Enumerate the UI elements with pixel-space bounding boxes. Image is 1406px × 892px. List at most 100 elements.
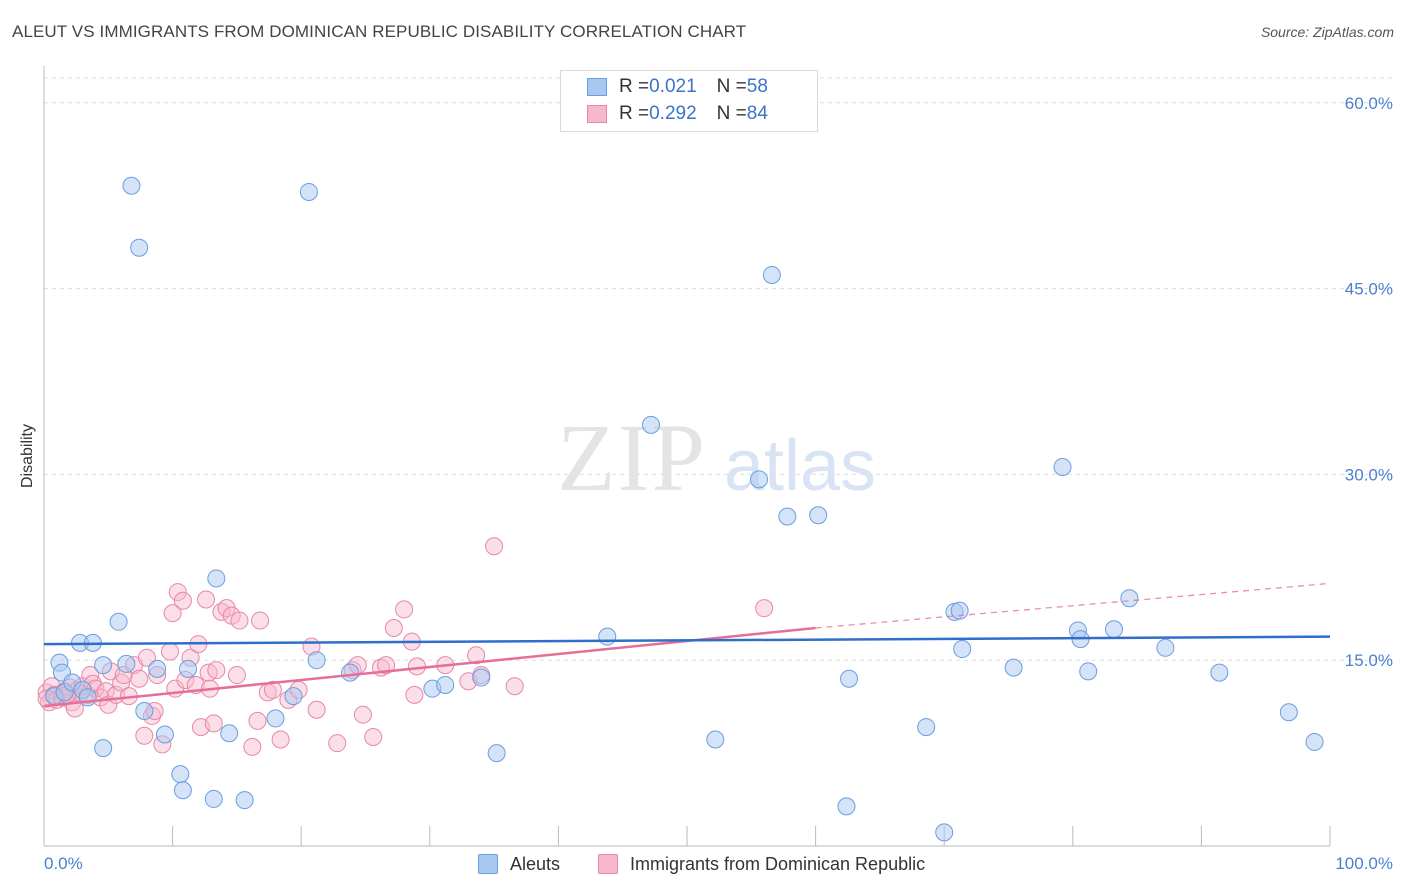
legend-n-value: 58 [746, 76, 768, 97]
watermark-zip: ZIP [557, 404, 707, 511]
dominican-points [37, 537, 774, 756]
point-dominican [230, 611, 249, 630]
bottom-legend-swatch-dominican [598, 854, 618, 874]
x-tick-label: 100.0% [1335, 854, 1393, 873]
point-aleut [598, 627, 617, 646]
point-dominican [197, 590, 216, 609]
point-aleut [299, 182, 318, 201]
point-aleut [1156, 638, 1175, 657]
point-aleut [1104, 620, 1123, 639]
point-aleut [94, 739, 113, 758]
point-dominican [163, 604, 182, 623]
legend-n-label: N = [716, 103, 747, 124]
point-dominican [263, 680, 282, 699]
y-tick-label: 30.0% [1345, 465, 1393, 484]
tick-labels: 15.0% 30.0% 45.0% 60.0% 0.0% 100.0% [44, 94, 1393, 873]
watermark-atlas: atlas [724, 426, 876, 506]
point-aleut [207, 569, 226, 588]
point-dominican [271, 730, 290, 749]
point-aleut [837, 797, 856, 816]
point-aleut [135, 701, 154, 720]
legend-swatch-dominican [587, 105, 607, 123]
point-aleut [179, 659, 198, 678]
legend-n-value: 84 [746, 103, 768, 124]
trend-line-dominican-extension [815, 582, 1331, 629]
chart-title: ALEUT VS IMMIGRANTS FROM DOMINICAN REPUB… [12, 22, 747, 41]
point-aleut [171, 765, 190, 784]
point-dominican [173, 591, 192, 610]
point-aleut [706, 730, 725, 749]
point-aleut [117, 654, 136, 673]
point-dominican [130, 669, 149, 688]
point-dominican [243, 737, 262, 756]
legend-row-aleuts: R = 0.021 N = 58 [587, 74, 768, 100]
legend-r-label: R = [619, 76, 650, 97]
point-aleut [94, 656, 113, 675]
watermark: ZIP atlas [557, 404, 876, 511]
point-dominican [161, 642, 180, 661]
point-dominican [248, 711, 267, 730]
point-dominican [353, 705, 372, 724]
point-dominican [112, 673, 131, 692]
y-tick-label: 15.0% [1345, 651, 1393, 670]
point-aleut [778, 507, 797, 526]
point-dominican [755, 599, 774, 618]
point-aleut [1279, 703, 1298, 722]
point-aleut [1079, 662, 1098, 681]
point-aleut [173, 781, 192, 800]
x-tick-label: 0.0% [44, 854, 83, 873]
bottom-legend-swatch-aleuts [478, 854, 498, 874]
point-aleut [220, 724, 239, 743]
point-dominican [227, 666, 246, 685]
gridlines [44, 77, 1394, 661]
bottom-legend-dominican: Immigrants from Dominican Republic [598, 852, 925, 876]
point-dominican [407, 657, 426, 676]
point-aleut [935, 823, 954, 842]
bottom-legend-label-aleuts: Aleuts [510, 853, 561, 874]
legend-r-value: 0.021 [649, 76, 697, 97]
point-dominican [405, 685, 424, 704]
point-aleut [809, 506, 828, 525]
point-aleut [1120, 589, 1139, 608]
axes [43, 66, 1331, 847]
point-dominican [377, 656, 396, 675]
legend-r-value: 0.292 [649, 103, 697, 124]
point-aleut [148, 659, 167, 678]
legend-swatch-aleuts [587, 78, 607, 96]
legend-row-dominican: R = 0.292 N = 84 [587, 101, 768, 127]
point-aleut [130, 238, 149, 257]
point-aleut [762, 265, 781, 284]
point-aleut [641, 415, 660, 434]
y-tick-label: 60.0% [1345, 94, 1393, 113]
point-aleut [235, 791, 254, 810]
point-dominican [328, 734, 347, 753]
point-aleut [436, 675, 455, 694]
point-dominican [467, 646, 486, 665]
point-dominican [395, 600, 414, 619]
point-dominican [207, 661, 226, 680]
point-aleut [307, 651, 326, 670]
point-aleut [284, 687, 303, 706]
trend-line-aleuts [43, 635, 1331, 646]
source-label: Source: ZipAtlas.com [1260, 24, 1394, 40]
point-dominican [485, 537, 504, 556]
legend-n-label: N = [716, 76, 747, 97]
point-aleut [122, 176, 141, 195]
point-dominican [251, 611, 270, 630]
point-dominican [204, 714, 223, 733]
aleut-points [45, 176, 1324, 842]
y-tick-label: 45.0% [1345, 280, 1393, 299]
point-dominican [505, 677, 524, 696]
point-aleut [155, 725, 174, 744]
point-dominican [307, 700, 326, 719]
point-aleut [1053, 457, 1072, 476]
point-aleut [266, 709, 285, 728]
point-aleut [204, 789, 223, 808]
point-aleut [950, 601, 969, 620]
point-dominican [137, 648, 156, 667]
point-aleut [953, 640, 972, 659]
point-aleut [1305, 732, 1324, 751]
bottom-legend-aleuts: Aleuts [478, 852, 560, 876]
legend: R = 0.021 N = 58 R = 0.292 N = 84 [560, 70, 818, 132]
